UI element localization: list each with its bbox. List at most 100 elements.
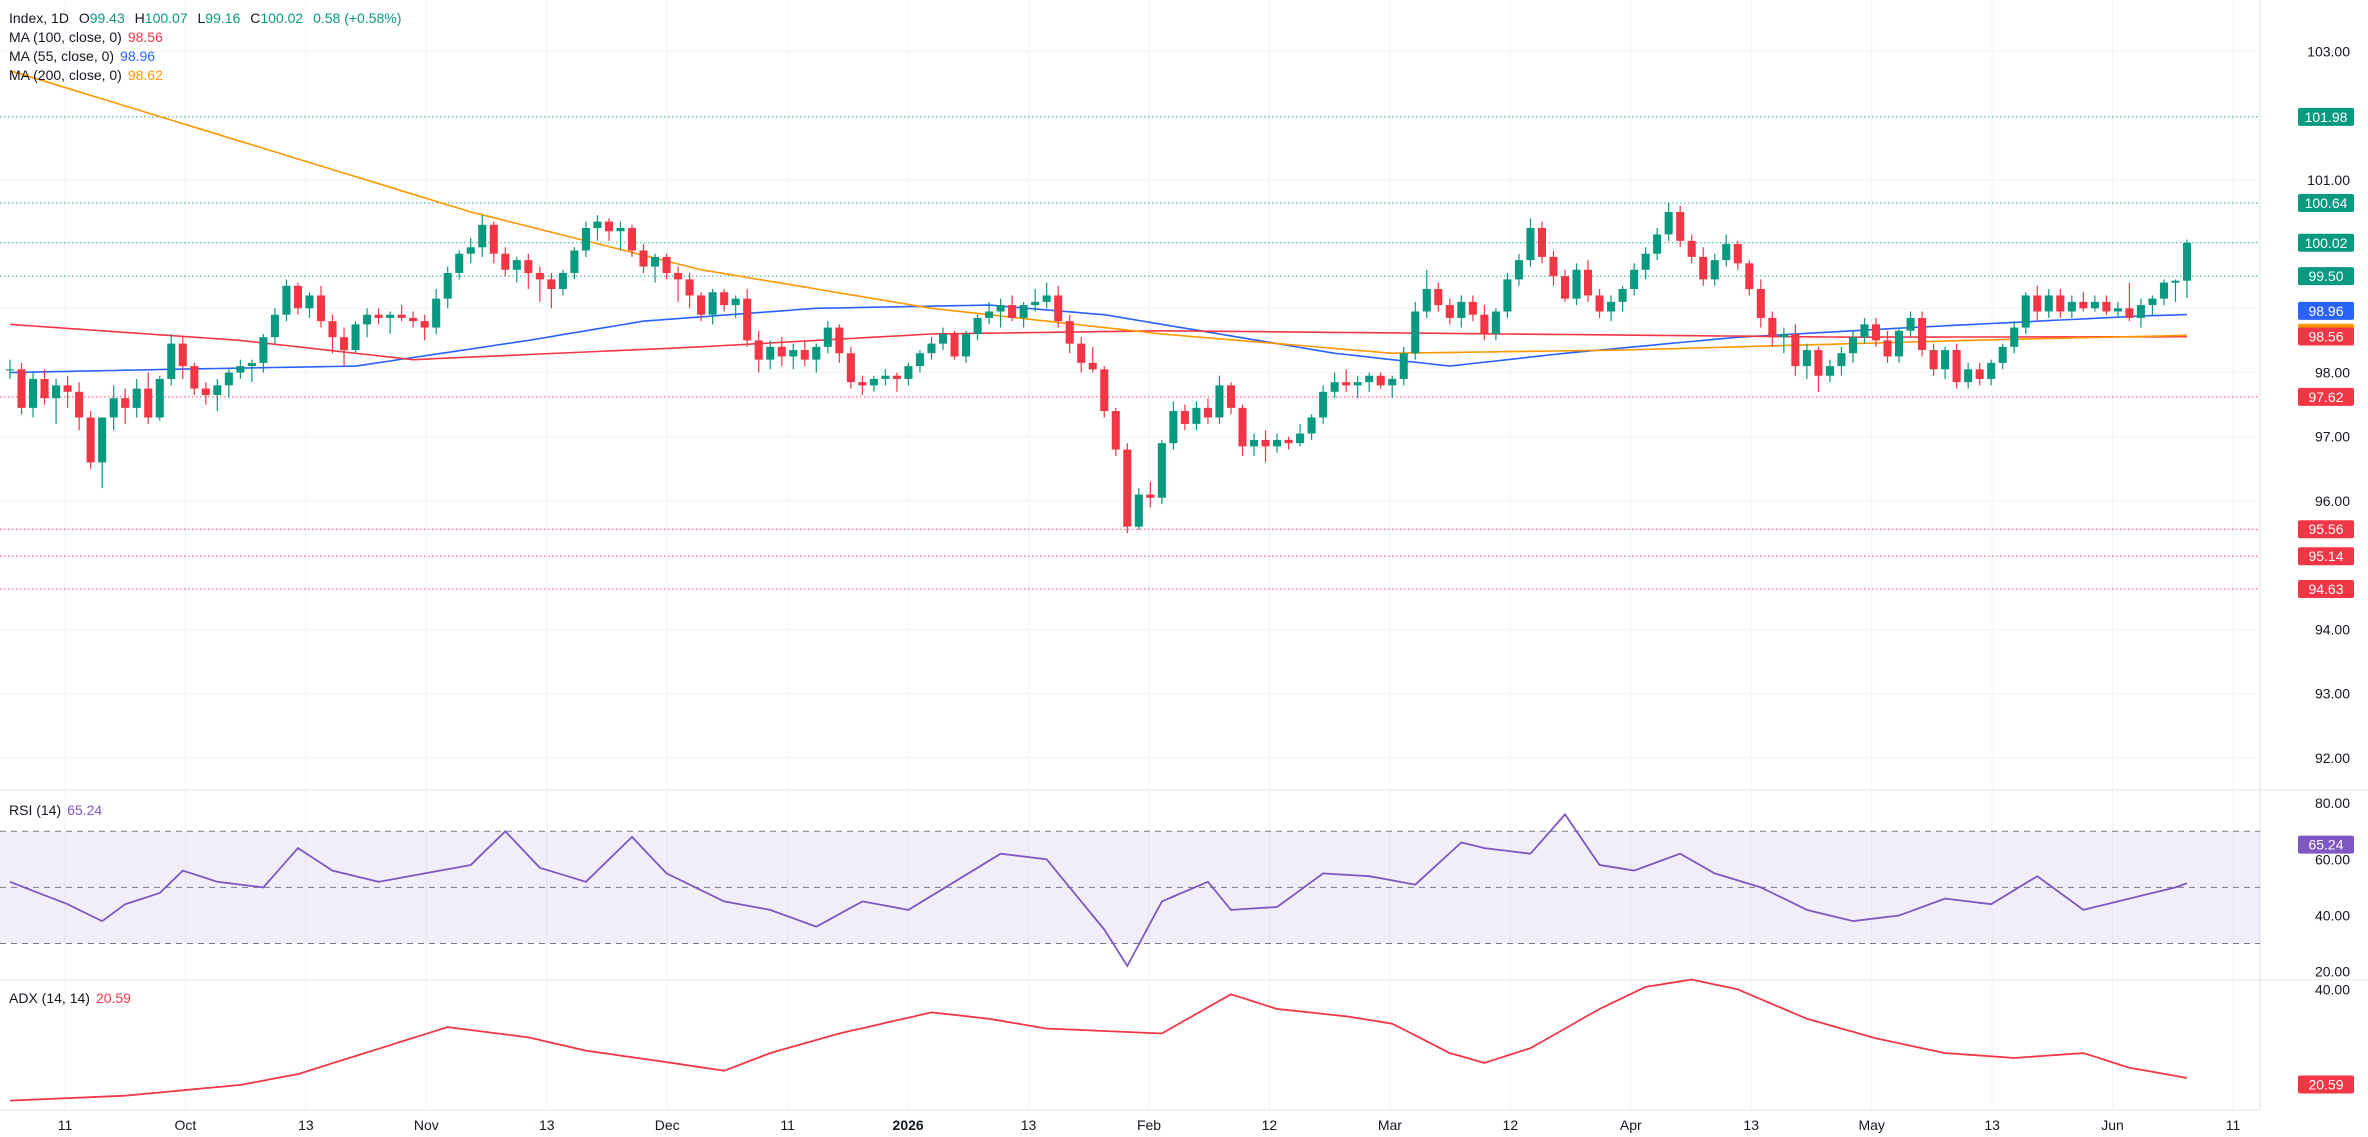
ma200-value: 98.62 <box>127 67 163 83</box>
candle-body <box>674 272 683 280</box>
x-tick-label: 11 <box>2226 1117 2241 1133</box>
candle-body <box>1584 269 1593 296</box>
candle-body <box>2079 301 2088 309</box>
ma55-label: MA (55, close, 0) <box>9 48 115 64</box>
x-tick-label: 13 <box>1984 1117 2000 1133</box>
candle-body <box>489 224 498 254</box>
x-tick-label: May <box>1858 1117 1884 1133</box>
candle-body <box>1042 295 1051 302</box>
candle-body <box>846 353 855 383</box>
candle-body <box>190 366 199 389</box>
candle-body <box>52 385 61 399</box>
candle-body <box>881 375 890 379</box>
candle-body <box>892 375 901 379</box>
candle-body <box>29 378 38 408</box>
candle-body <box>2044 295 2053 312</box>
candle-body <box>5 369 15 371</box>
candle-body <box>1123 449 1132 527</box>
x-tick-label: Apr <box>1620 1117 1642 1133</box>
y-tick-label: 103.00 <box>2307 43 2350 59</box>
x-tick-label: 13 <box>539 1117 555 1133</box>
candle-body <box>1733 244 1742 264</box>
rsi-band <box>0 831 2260 944</box>
candle-body <box>1607 301 1616 312</box>
candle-body <box>1365 375 1374 383</box>
x-tick-label: Dec <box>655 1117 680 1133</box>
candle-body <box>1722 244 1731 261</box>
candle-body <box>1630 269 1639 290</box>
candle-body <box>132 388 141 408</box>
candle-body <box>1169 411 1178 444</box>
candle-body <box>1019 305 1028 318</box>
level-tag-text: 95.56 <box>2308 521 2343 537</box>
y-tick-label: 94.00 <box>2315 621 2350 637</box>
candle-body <box>904 366 913 379</box>
y-tick-label: 96.00 <box>2315 493 2350 509</box>
candle-body <box>869 378 878 386</box>
change-readout: 0.58 (+0.58%) <box>313 10 402 26</box>
rsi-tag <box>2298 835 2354 854</box>
candle-body <box>1296 433 1305 444</box>
candle-body <box>651 256 660 267</box>
x-tick-label: 12 <box>1262 1117 1278 1133</box>
candle-body <box>604 221 613 232</box>
adx-line <box>9 978 2188 1102</box>
level-tag-text: 99.50 <box>2308 268 2343 284</box>
candle-body <box>1837 353 1846 367</box>
rsi-tick-label: 40.00 <box>2315 907 2350 923</box>
candle-body <box>639 250 648 267</box>
candle-body <box>1134 494 1143 527</box>
candle-body <box>1480 314 1489 334</box>
candle-body <box>524 260 533 273</box>
candle-body <box>1388 378 1397 386</box>
candle-body <box>1653 234 1662 254</box>
candle-body <box>17 369 26 408</box>
candle-body <box>1422 289 1431 312</box>
ma-line <box>9 323 2187 361</box>
adx-label: ADX (14, 14) <box>9 990 90 1006</box>
ma55-value: 98.96 <box>120 48 156 64</box>
candle-body <box>501 253 510 270</box>
adx-value: 20.59 <box>95 990 131 1006</box>
candle-body <box>1284 439 1293 444</box>
candle-body <box>1860 324 1869 338</box>
candle-body <box>224 372 233 386</box>
candle-body <box>201 388 210 395</box>
candle-body <box>2136 305 2145 318</box>
level-tag <box>2298 520 2354 539</box>
level-tag-text: 101.98 <box>2305 109 2348 125</box>
candle-body <box>1077 343 1086 363</box>
candle-body <box>1157 443 1166 498</box>
y-tick-label: 97.00 <box>2315 429 2350 445</box>
rsi-tick-label: 60.00 <box>2315 851 2350 867</box>
candle-body <box>2148 298 2157 306</box>
candle-body <box>63 385 72 392</box>
adx-pane <box>9 978 2188 1102</box>
y-tick-label: 101.00 <box>2307 172 2350 188</box>
level-tag <box>2298 107 2354 126</box>
rsi-line <box>9 812 2188 968</box>
candle-body <box>409 317 418 322</box>
candle-body <box>823 327 832 347</box>
candle-body <box>1998 346 2007 363</box>
candle-body <box>247 362 256 367</box>
price-tags: 101.98 100.64 100.02 99.50 97.62 95.56 95.14 94… <box>2298 107 2354 1094</box>
ma-tag-text: 98.96 <box>2308 303 2343 319</box>
candle-body <box>1952 350 1961 383</box>
candle-body <box>1895 330 1904 357</box>
ma200-label: MA (200, close, 0) <box>9 67 122 83</box>
candle-body <box>1514 260 1523 280</box>
candle-body <box>144 388 153 418</box>
candle-body <box>1273 439 1282 447</box>
level-tag-text: 95.14 <box>2308 548 2343 564</box>
candle-body <box>259 337 268 363</box>
candle-body <box>109 398 118 418</box>
candle-body <box>1779 333 1788 338</box>
rsi-pane <box>0 812 2260 968</box>
ma-line <box>9 304 2188 374</box>
candle-body <box>973 317 982 334</box>
candle-body <box>466 247 475 254</box>
candle-body <box>2125 308 2134 318</box>
candle-body <box>1964 369 1973 383</box>
